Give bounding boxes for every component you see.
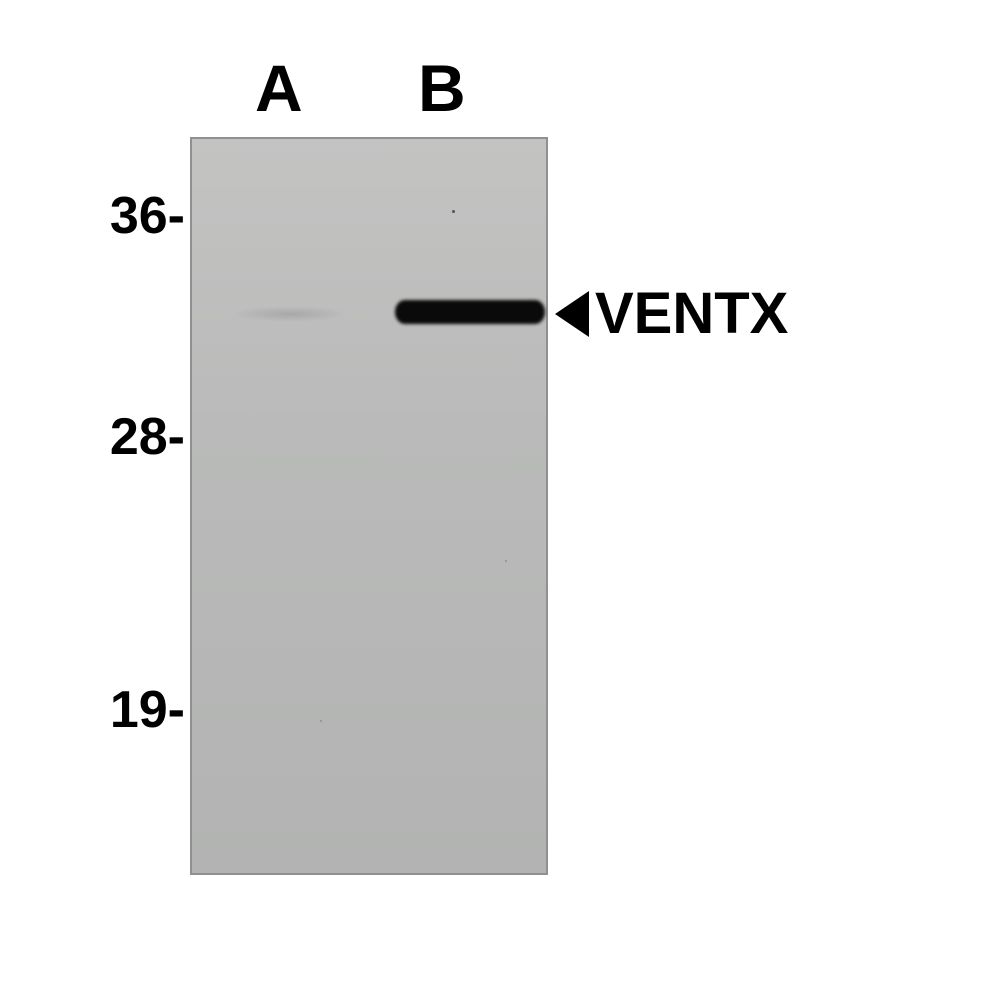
- noise-dot: [320, 720, 322, 722]
- mw-marker-19: 19-: [110, 680, 185, 740]
- lane-label-b: B: [418, 50, 466, 126]
- band-lane-b: [395, 300, 545, 324]
- protein-pointer: VENTX: [555, 280, 788, 347]
- mw-marker-28: 28-: [110, 407, 185, 467]
- mw-marker-36: 36-: [110, 186, 185, 246]
- lane-label-a: A: [255, 50, 303, 126]
- noise-dot: [452, 210, 455, 213]
- protein-name: VENTX: [595, 280, 788, 347]
- band-lane-a: [230, 305, 350, 323]
- arrow-left-icon: [555, 291, 589, 337]
- western-blot-figure: A B 36- 28- 19- VENTX: [0, 0, 1000, 1000]
- blot-membrane: [190, 137, 548, 875]
- noise-dot: [505, 560, 507, 562]
